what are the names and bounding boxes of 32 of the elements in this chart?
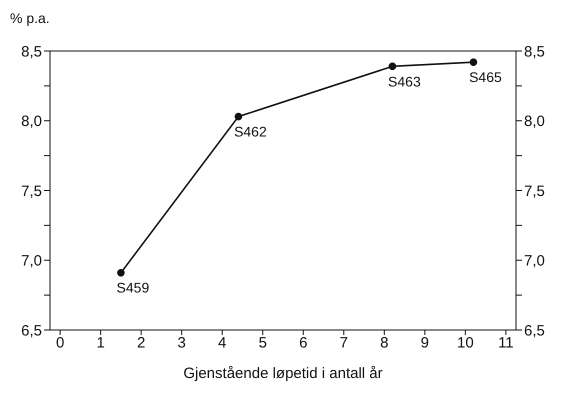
y-tick-label: 6,5 xyxy=(21,322,42,340)
y-axis-title: % p.a. xyxy=(10,10,50,26)
point xyxy=(234,112,242,120)
annotation: S465 xyxy=(469,69,502,86)
annotation: S462 xyxy=(234,124,267,140)
x-tick-label: 6 xyxy=(299,334,308,352)
y2-tick-label: 8,0 xyxy=(524,113,545,130)
x-tick-label: 9 xyxy=(420,334,429,352)
y2-tick-label: 7,0 xyxy=(524,252,545,270)
y-tick-label: 8,0 xyxy=(21,113,42,130)
y-tick-label: 7,5 xyxy=(21,182,42,200)
y2-tick-label: 6,5 xyxy=(524,322,545,340)
y2-tick-label: 8,5 xyxy=(524,43,545,60)
y-tick-label: 8,5 xyxy=(21,43,42,60)
x-tick-label: 11 xyxy=(498,334,514,352)
y2-tick-label: 7,5 xyxy=(524,182,545,200)
x-tick-label: 4 xyxy=(218,334,226,352)
x-tick-label: 5 xyxy=(258,334,267,352)
x-tick-label: 7 xyxy=(340,334,348,352)
x-tick-label: 1 xyxy=(96,334,105,352)
x-tick-label: 10 xyxy=(457,334,474,352)
y-tick-label: 7,0 xyxy=(21,252,42,270)
x-tick-label: 0 xyxy=(56,334,64,352)
x-axis-title: Gjenstående løpetid i antall år xyxy=(183,365,383,382)
x-tick-label: 2 xyxy=(137,334,146,352)
point xyxy=(470,58,478,66)
x-tick-label: 8 xyxy=(380,334,388,352)
annotation: S463 xyxy=(388,73,421,90)
point xyxy=(388,62,396,70)
point xyxy=(117,269,125,277)
x-tick-label: 3 xyxy=(178,334,186,352)
annotation: S459 xyxy=(116,280,150,296)
